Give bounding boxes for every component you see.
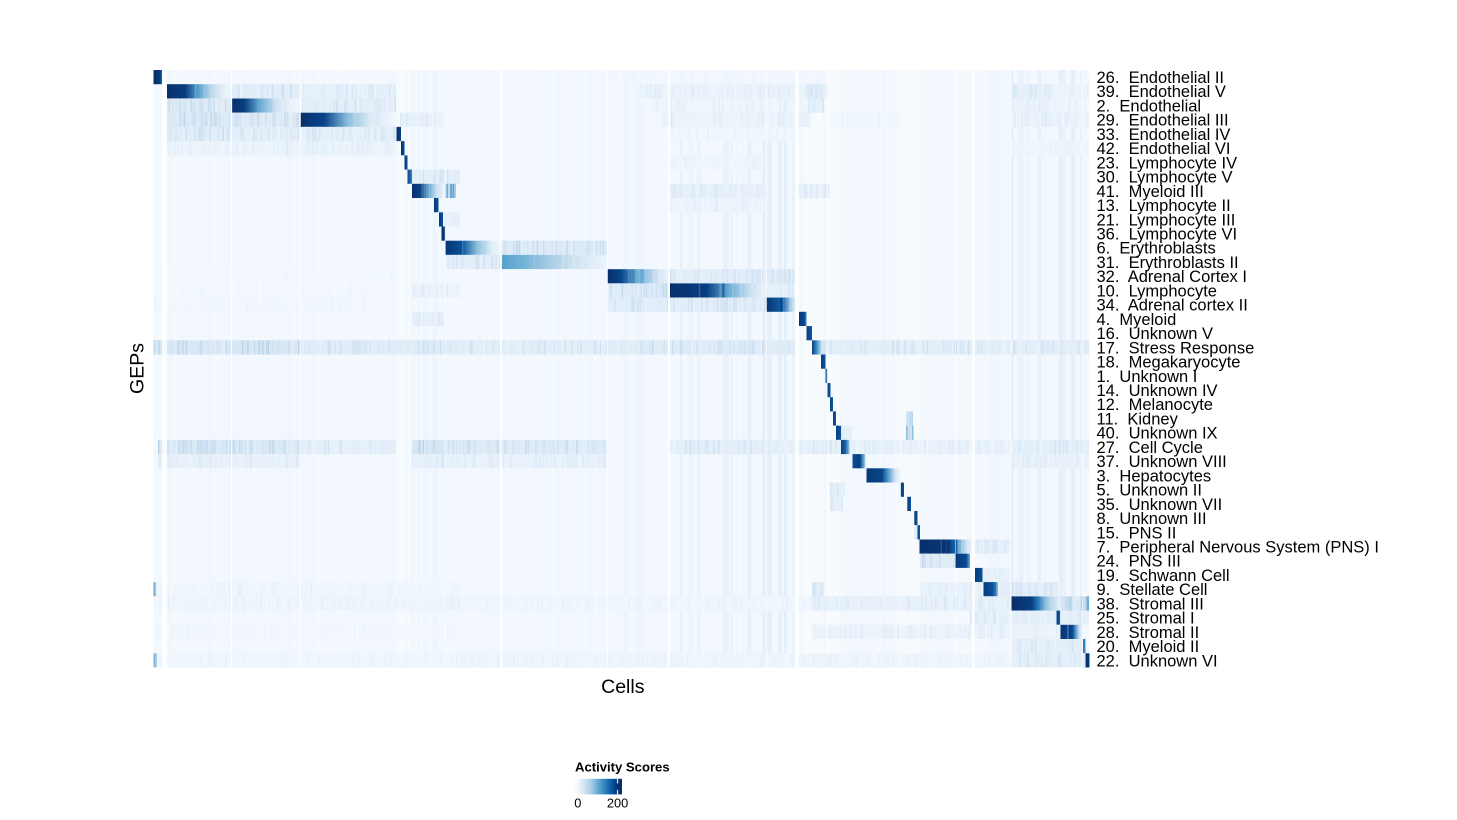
svg-text:33. Endothelial IV: 33. Endothelial IV [1097, 126, 1231, 144]
svg-text:12. Melanocyte: 12. Melanocyte [1097, 396, 1213, 414]
svg-text:29. Endothelial III: 29. Endothelial III [1097, 112, 1229, 130]
svg-text:11. Kidney: 11. Kidney [1097, 410, 1179, 428]
svg-text:27. Cell Cycle: 27. Cell Cycle [1097, 439, 1203, 457]
svg-text:5. Unknown II: 5. Unknown II [1097, 482, 1202, 500]
svg-text:Activity Scores: Activity Scores [575, 760, 670, 775]
svg-text:37. Unknown VIII: 37. Unknown VIII [1097, 453, 1227, 471]
svg-text:13. Lymphocyte II: 13. Lymphocyte II [1097, 197, 1231, 215]
svg-text:14. Unknown IV: 14. Unknown IV [1097, 382, 1218, 400]
svg-text:22. Unknown VI: 22. Unknown VI [1097, 652, 1218, 670]
svg-text:17. Stress Response: 17. Stress Response [1097, 339, 1255, 357]
svg-text:9. Stellate Cell: 9. Stellate Cell [1097, 581, 1208, 599]
svg-text:25. Stromal I: 25. Stromal I [1097, 610, 1195, 628]
svg-text:4. Myeloid: 4. Myeloid [1097, 311, 1177, 329]
svg-text:35. Unknown VII: 35. Unknown VII [1097, 496, 1223, 514]
svg-text:42. Endothelial VI: 42. Endothelial VI [1097, 140, 1231, 158]
svg-text:Cells: Cells [601, 676, 645, 698]
svg-text:28. Stromal II: 28. Stromal II [1097, 624, 1200, 642]
svg-text:31. Erythroblasts II: 31. Erythroblasts II [1097, 254, 1239, 272]
svg-text:21. Lymphocyte III: 21. Lymphocyte III [1097, 211, 1236, 229]
svg-text:24. PNS III: 24. PNS III [1097, 553, 1181, 571]
svg-text:23. Lymphocyte IV: 23. Lymphocyte IV [1097, 154, 1238, 172]
svg-text:36. Lymphocyte VI: 36. Lymphocyte VI [1097, 226, 1238, 244]
svg-text:41. Myeloid III: 41. Myeloid III [1097, 183, 1204, 201]
svg-text:20. Myeloid II: 20. Myeloid II [1097, 638, 1200, 656]
svg-text:10. Lymphocyte: 10. Lymphocyte [1097, 282, 1217, 300]
svg-text:7. Peripheral Nervous System: 7. Peripheral Nervous System (PNS) I [1097, 539, 1379, 557]
svg-text:GEPs: GEPs [127, 343, 149, 394]
svg-text:38. Stromal III: 38. Stromal III [1097, 595, 1204, 613]
svg-text:39. Endothelial V: 39. Endothelial V [1097, 83, 1226, 101]
svg-text:30. Lymphocyte V: 30. Lymphocyte V [1097, 169, 1233, 187]
svg-text:40. Unknown IX: 40. Unknown IX [1097, 425, 1218, 443]
svg-text:16. Unknown V: 16. Unknown V [1097, 325, 1213, 343]
svg-text:1. Unknown I: 1. Unknown I [1097, 368, 1198, 386]
svg-text:200: 200 [607, 796, 628, 811]
svg-text:32. Adrenal Cortex I: 32. Adrenal Cortex I [1097, 268, 1247, 286]
svg-text:15. PNS II: 15. PNS II [1097, 524, 1177, 542]
svg-text:6. Erythroblasts: 6. Erythroblasts [1097, 240, 1216, 258]
svg-text:3. Hepatocytes: 3. Hepatocytes [1097, 467, 1212, 485]
svg-text:26. Endothelial II: 26. Endothelial II [1097, 69, 1225, 87]
svg-text:34. Adrenal cortex II: 34. Adrenal cortex II [1097, 297, 1248, 315]
svg-text:0: 0 [574, 796, 581, 811]
svg-text:19. Schwann Cell: 19. Schwann Cell [1097, 567, 1230, 585]
svg-text:8. Unknown III: 8. Unknown III [1097, 510, 1207, 528]
svg-text:18. Megakaryocyte: 18. Megakaryocyte [1097, 354, 1241, 372]
svg-text:2. Endothelial: 2. Endothelial [1097, 98, 1202, 116]
